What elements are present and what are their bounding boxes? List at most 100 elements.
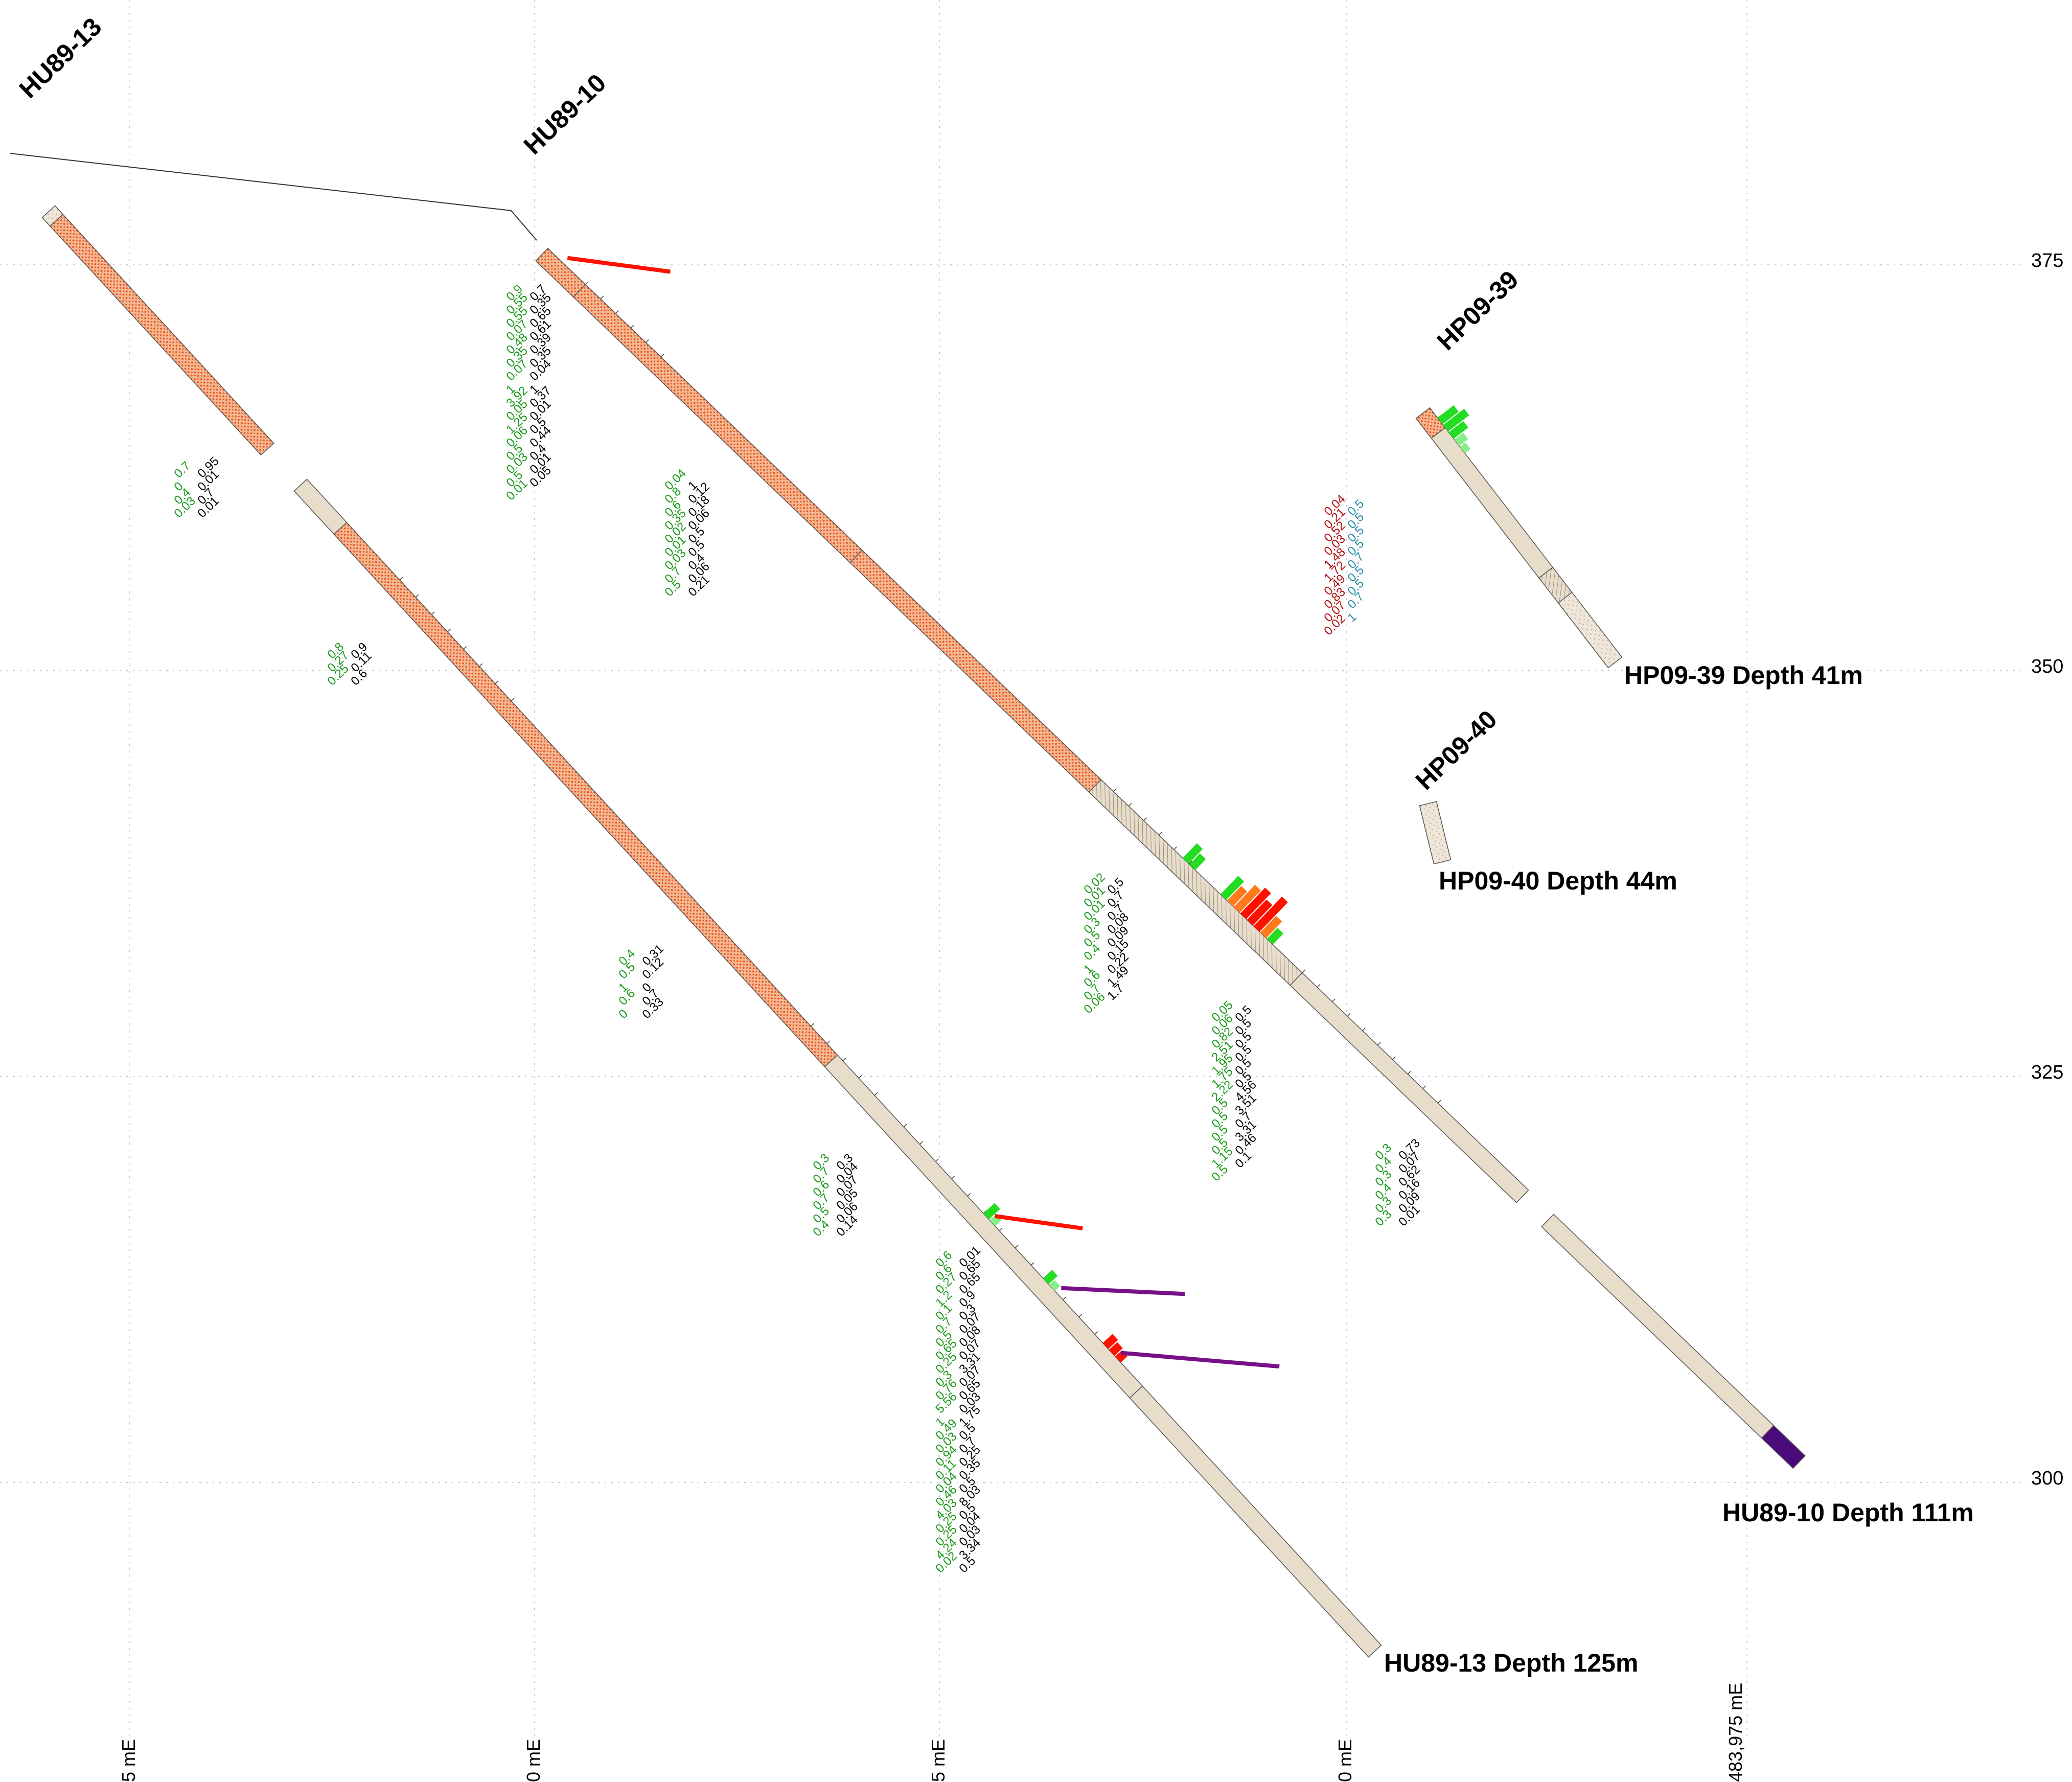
grid-lines	[0, 0, 2024, 1738]
sample-tick	[951, 1176, 955, 1179]
sample-tick	[826, 1040, 831, 1044]
lithology-interval	[1129, 1385, 1382, 1658]
assay-spike	[994, 1214, 1083, 1230]
sample-tick	[399, 577, 403, 581]
assay-bar	[1233, 885, 1261, 913]
assay-value: 1.7	[1104, 981, 1126, 1003]
lithology-interval	[572, 284, 863, 563]
sample-tick	[842, 1058, 846, 1061]
sample-tick	[1015, 1245, 1019, 1248]
assay-value: 0.1	[1232, 1149, 1254, 1171]
sample-tick	[511, 698, 515, 701]
grid-labels: 375 350 325 300 5 mE 0 mE 5 mE 0 mE 483,…	[118, 250, 2063, 1782]
sample-tick	[967, 1193, 971, 1197]
elevation-label: 325	[2031, 1062, 2063, 1083]
assay-bar	[1267, 928, 1284, 945]
lithology-interval	[1557, 591, 1623, 669]
assay-value: 0.7	[1345, 590, 1367, 612]
sample-tick	[495, 680, 499, 684]
sample-tick	[1063, 1296, 1067, 1300]
assay-value: 0.7	[171, 459, 193, 481]
drill-holes	[41, 205, 1806, 1658]
sample-tick	[1377, 1042, 1381, 1046]
elevation-label: 375	[2031, 250, 2063, 271]
hole-hu89-10	[535, 247, 1806, 1469]
sample-tick	[1078, 1314, 1083, 1317]
lithology-interval	[50, 214, 274, 456]
assay-bar	[1448, 421, 1468, 439]
sample-tick	[903, 1124, 907, 1128]
assay-bar	[1183, 843, 1203, 864]
sample-tick	[447, 629, 451, 632]
easting-label: 5 mE	[118, 1739, 139, 1782]
assay-spike	[1120, 1351, 1280, 1369]
lithology-interval	[1431, 427, 1554, 579]
lithology-interval	[1541, 1214, 1775, 1439]
sample-tick	[415, 594, 419, 598]
assay-value: 1	[1345, 610, 1359, 625]
sample-tick	[1173, 846, 1177, 850]
sample-tick	[660, 354, 664, 357]
easting-label: 5 mE	[928, 1739, 949, 1782]
assay-spike	[567, 256, 671, 274]
hole-name-hp09-40: HP09-40	[1410, 705, 1503, 795]
assay-value: 0.6	[348, 667, 370, 689]
sample-tick	[858, 1075, 862, 1079]
sample-tick	[1392, 1056, 1396, 1060]
hole-hp09-39	[1415, 405, 1623, 669]
elevation-label: 300	[2031, 1468, 2063, 1489]
sample-tick	[585, 281, 589, 285]
lithology-interval	[1419, 801, 1452, 864]
sample-tick	[1113, 788, 1117, 792]
topography-line	[10, 153, 537, 241]
lithology-interval	[293, 478, 348, 535]
assay-bar	[1240, 887, 1271, 919]
assay-bar	[1253, 897, 1288, 932]
sample-tick	[1347, 1013, 1351, 1017]
assay-value: 0	[616, 1007, 630, 1022]
assay-value: 0.5	[1209, 1162, 1231, 1184]
assay-spike	[1061, 1286, 1185, 1296]
assay-value: 0.5	[662, 578, 684, 600]
assay-bar	[1247, 899, 1273, 926]
sample-tick	[630, 325, 634, 329]
sample-tick	[1332, 998, 1336, 1002]
sample-tick	[811, 1023, 815, 1027]
sample-tick	[1437, 1100, 1441, 1104]
depth-label-hp09-39: HP09-39 Depth 41m	[1624, 661, 1863, 690]
hole-hu89-13	[41, 205, 1382, 1658]
sample-tick	[999, 1227, 1003, 1231]
sample-tick	[1422, 1085, 1426, 1089]
sample-tick	[1094, 1331, 1098, 1335]
elevation-label: 350	[2031, 656, 2063, 677]
assay-value: 0.5	[956, 1554, 978, 1576]
sample-tick	[615, 310, 619, 314]
lithology-interval	[1761, 1425, 1806, 1469]
sample-tick	[1158, 832, 1162, 836]
easting-label: 483,975 mE	[1725, 1683, 1746, 1782]
lithology-interval	[333, 521, 838, 1068]
assay-bar	[1109, 1342, 1123, 1356]
easting-label: 0 mE	[1334, 1739, 1355, 1782]
sample-tick	[1362, 1027, 1366, 1031]
assay-bar	[1227, 886, 1248, 906]
assay-bar	[1437, 405, 1459, 424]
hole-name-hu89-13: HU89-13	[14, 12, 107, 104]
sample-tick	[935, 1158, 939, 1162]
sample-tick	[1030, 1262, 1034, 1266]
sample-tick	[874, 1092, 878, 1096]
assay-bar	[1454, 432, 1468, 446]
sample-tick	[1407, 1071, 1411, 1075]
sample-tick	[646, 339, 649, 343]
hole-name-hp09-39: HP09-39	[1432, 265, 1524, 356]
sample-tick	[1143, 817, 1147, 821]
assay-value: 0.5	[616, 960, 638, 982]
sample-tick	[479, 663, 483, 667]
assay-bar	[1220, 876, 1245, 900]
assay-value: 0.6	[616, 987, 638, 1009]
assay-value: 0.4	[810, 1218, 832, 1240]
assay-bar	[983, 1203, 1000, 1220]
assay-bar	[1260, 916, 1282, 939]
hole-name-hu89-10: HU89-10	[518, 68, 612, 160]
